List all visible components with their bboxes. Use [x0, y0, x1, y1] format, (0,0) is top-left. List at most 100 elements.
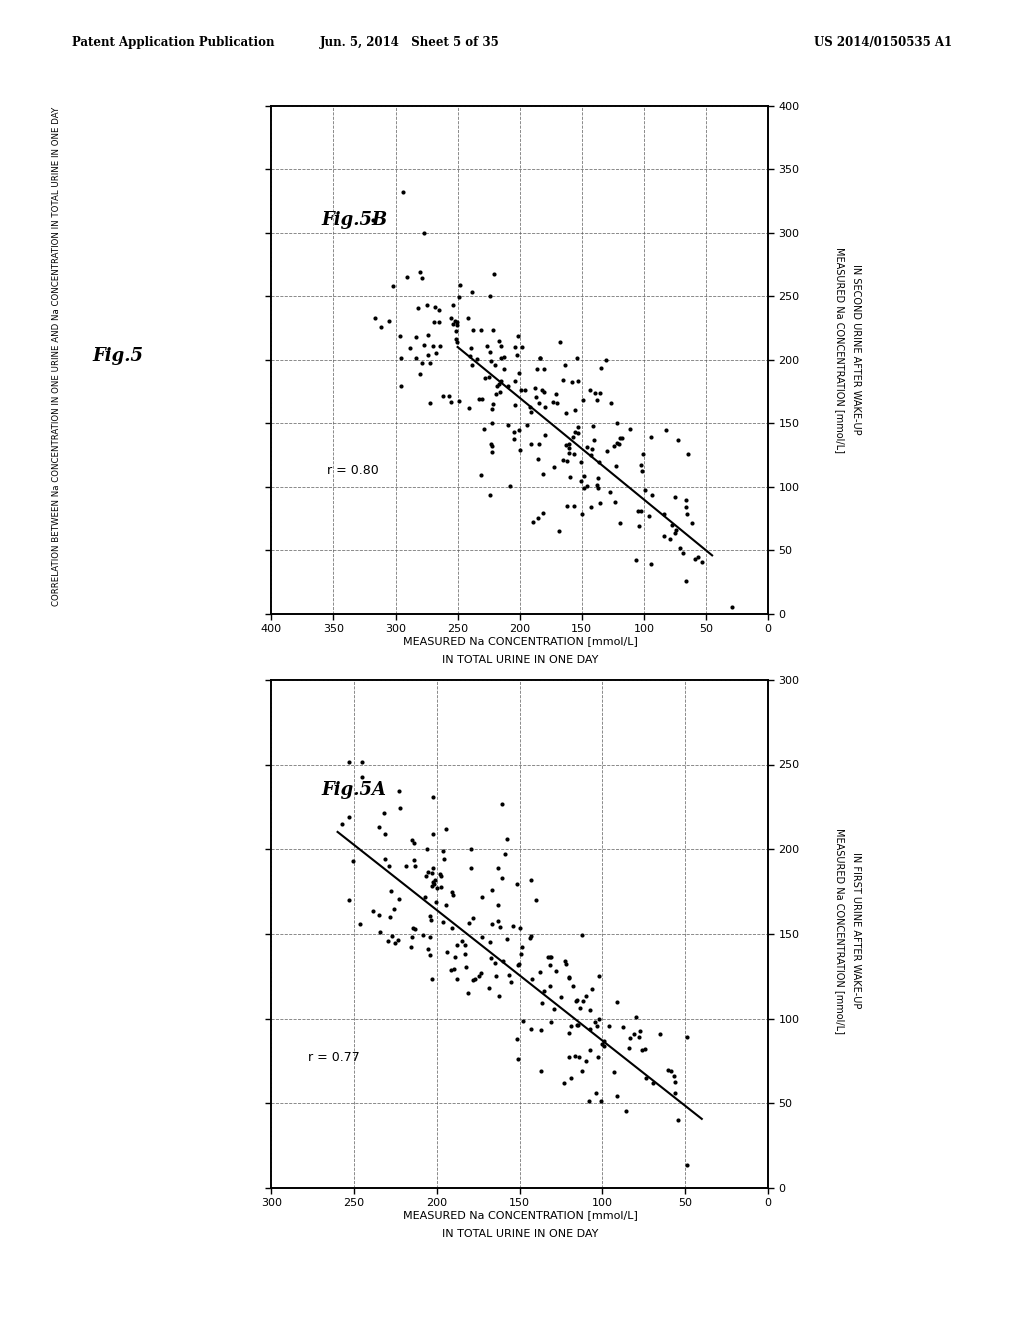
Point [341, 807, 357, 828]
Point [626, 1023, 642, 1044]
Point [416, 925, 432, 946]
Text: MEASURED Na CONCENTRATION [mmol/L]: MEASURED Na CONCENTRATION [mmol/L] [835, 828, 845, 1034]
Point [412, 363, 428, 384]
Point [477, 367, 494, 388]
Point [561, 1045, 578, 1067]
Point [663, 1060, 679, 1081]
Point [437, 818, 454, 840]
Point [643, 554, 659, 576]
Point [354, 751, 371, 772]
Point [642, 426, 658, 447]
Point [434, 385, 451, 407]
Point [467, 969, 483, 990]
Point [567, 1045, 584, 1067]
Point [641, 506, 657, 527]
Point [529, 507, 546, 528]
Point [561, 442, 578, 463]
Point [496, 359, 512, 380]
Point [509, 1028, 525, 1049]
Point [543, 946, 559, 968]
Point [635, 444, 651, 465]
Point [724, 597, 740, 618]
Point [545, 392, 561, 413]
Point [561, 1023, 578, 1044]
Point [460, 308, 476, 329]
Point [408, 347, 424, 368]
Point [419, 840, 435, 861]
Point [537, 397, 553, 418]
Point [387, 932, 403, 953]
Point [528, 387, 545, 408]
Point [536, 979, 552, 1001]
Point [333, 814, 349, 836]
Point [430, 312, 446, 333]
Point [404, 829, 421, 850]
Point [443, 882, 460, 903]
Point [579, 475, 595, 496]
Point [395, 181, 412, 202]
Point [473, 388, 489, 409]
Point [450, 314, 466, 335]
Point [569, 370, 586, 391]
Point [385, 276, 401, 297]
Point [404, 917, 421, 939]
Point [665, 515, 681, 536]
Point [438, 895, 455, 916]
Point [488, 375, 505, 396]
Point [444, 917, 461, 939]
Point [522, 396, 539, 417]
Point [655, 525, 672, 546]
Point [579, 437, 595, 458]
Point [420, 939, 436, 960]
Point [579, 1051, 595, 1072]
Point [567, 421, 584, 442]
Point [484, 393, 501, 414]
Point [583, 496, 599, 517]
Point [438, 942, 455, 964]
Point [407, 919, 423, 940]
Point [569, 422, 586, 444]
Point [568, 990, 585, 1011]
Point [634, 461, 650, 482]
Point [553, 986, 569, 1007]
Point [566, 444, 583, 465]
Point [427, 342, 443, 363]
Point [594, 1034, 610, 1055]
Point [426, 874, 442, 895]
Point [427, 870, 443, 891]
Point [552, 331, 568, 352]
Point [499, 828, 515, 849]
Point [589, 389, 605, 411]
Point [583, 379, 599, 400]
Point [462, 346, 478, 367]
Point [679, 503, 695, 524]
Point [500, 375, 516, 396]
Point [527, 890, 544, 911]
Point [495, 950, 511, 972]
Point [463, 337, 479, 358]
Point [590, 467, 606, 488]
Point [426, 312, 442, 333]
Point [667, 523, 683, 544]
Point [449, 935, 465, 956]
Point [614, 428, 631, 449]
Point [398, 267, 415, 288]
Point [596, 1035, 612, 1056]
Point [450, 331, 466, 352]
Point [499, 929, 515, 950]
Point [590, 1047, 606, 1068]
Point [693, 552, 710, 573]
Point [487, 354, 504, 375]
Point [563, 1068, 580, 1089]
Point [510, 1049, 526, 1071]
Point [583, 445, 599, 466]
Point [428, 878, 444, 899]
Point [687, 548, 703, 569]
Point [432, 335, 449, 356]
Point [381, 907, 397, 928]
Text: IN FIRST URINE AFTER WAKE-UP: IN FIRST URINE AFTER WAKE-UP [851, 853, 861, 1008]
Point [634, 1039, 650, 1060]
Point [432, 863, 449, 884]
Point [575, 466, 592, 487]
Point [381, 855, 397, 876]
